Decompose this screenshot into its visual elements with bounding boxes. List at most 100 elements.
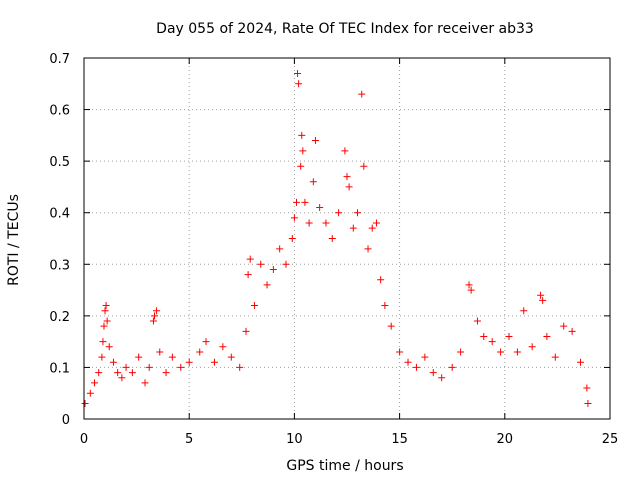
data-point <box>381 302 389 310</box>
data-point <box>156 348 164 356</box>
data-point <box>91 379 99 387</box>
y-tick-label: 0.2 <box>49 310 70 325</box>
data-point <box>404 358 412 366</box>
x-tick-label: 25 <box>602 432 619 447</box>
y-tick-label: 0.7 <box>49 52 70 67</box>
data-point <box>114 369 122 377</box>
grid-lines <box>84 58 610 419</box>
data-point <box>118 374 126 382</box>
data-point <box>349 224 357 232</box>
data-point <box>316 204 324 212</box>
data-point <box>81 400 89 408</box>
data-point <box>100 322 108 330</box>
data-point <box>242 327 250 335</box>
data-point <box>109 358 117 366</box>
data-point <box>537 291 545 299</box>
data-point <box>294 69 302 77</box>
data-point <box>227 353 235 361</box>
y-tick-label: 0.4 <box>49 207 70 222</box>
data-point <box>105 343 113 351</box>
data-point <box>210 358 218 366</box>
data-point <box>219 343 227 351</box>
y-tick-label: 0.1 <box>49 361 70 376</box>
axes: 0 5 10 15 20 25 0 0.1 0.2 0.3 0.4 0.5 0.6 0.7 <box>49 52 618 447</box>
data-point <box>505 332 513 340</box>
data-point <box>246 255 254 263</box>
data-point <box>577 358 585 366</box>
data-point <box>86 389 94 397</box>
data-point <box>568 327 576 335</box>
data-point <box>473 317 481 325</box>
data-point <box>543 332 551 340</box>
data-point <box>177 363 185 371</box>
data-point <box>467 286 475 294</box>
data-point <box>497 348 505 356</box>
data-point <box>372 219 380 227</box>
data-point <box>145 363 153 371</box>
data-point <box>101 307 109 315</box>
y-tick-label: 0.3 <box>49 258 70 273</box>
data-point <box>196 348 204 356</box>
data-point <box>480 332 488 340</box>
data-point <box>102 302 110 310</box>
x-axis-title: GPS time / hours <box>286 458 403 474</box>
data-point <box>168 353 176 361</box>
x-tick-label: 20 <box>497 432 514 447</box>
data-point <box>257 260 265 268</box>
data-point <box>341 147 349 155</box>
data-point <box>377 276 385 284</box>
data-point <box>360 162 368 170</box>
data-point <box>448 363 456 371</box>
data-point <box>513 348 521 356</box>
data-point <box>297 162 305 170</box>
data-point <box>528 343 536 351</box>
data-point <box>412 363 420 371</box>
data-point <box>99 338 107 346</box>
data-point <box>583 384 591 392</box>
data-point <box>282 260 290 268</box>
data-point <box>288 235 296 242</box>
data-point <box>301 198 309 206</box>
data-point <box>421 353 429 361</box>
data-point <box>298 131 306 139</box>
data-point <box>322 219 330 227</box>
plot-frame <box>83 57 611 420</box>
data-point <box>305 219 313 227</box>
data-point <box>103 317 111 325</box>
data-point <box>98 353 106 361</box>
data-point <box>269 265 277 273</box>
data-point <box>263 281 271 289</box>
data-point <box>364 245 372 253</box>
x-tick-label: 0 <box>80 432 88 447</box>
y-tick-label: 0.6 <box>49 104 70 119</box>
data-point <box>335 209 343 217</box>
data-point <box>343 173 351 181</box>
data-point <box>250 302 258 310</box>
data-point <box>185 358 193 366</box>
data-point <box>520 307 528 315</box>
data-point <box>150 312 158 320</box>
data-point <box>396 348 404 356</box>
data-point <box>539 296 547 304</box>
data-points <box>81 69 592 408</box>
y-tick-label: 0 <box>62 413 70 428</box>
data-point <box>276 245 284 253</box>
data-point <box>488 338 496 346</box>
data-point <box>584 400 592 408</box>
data-point <box>95 369 103 377</box>
chart-title: Day 055 of 2024, Rate Of TEC Index for r… <box>156 21 534 37</box>
data-point <box>135 353 143 361</box>
data-point <box>311 137 319 145</box>
data-point <box>122 363 130 371</box>
x-tick-label: 15 <box>391 432 408 447</box>
x-tick-label: 10 <box>286 432 303 447</box>
data-point <box>162 369 170 377</box>
data-point <box>202 338 210 346</box>
data-point <box>141 379 149 387</box>
data-point <box>560 322 568 330</box>
data-point <box>465 281 473 289</box>
data-point <box>128 369 136 377</box>
y-tick-label: 0.5 <box>49 155 70 170</box>
data-point <box>149 317 157 325</box>
